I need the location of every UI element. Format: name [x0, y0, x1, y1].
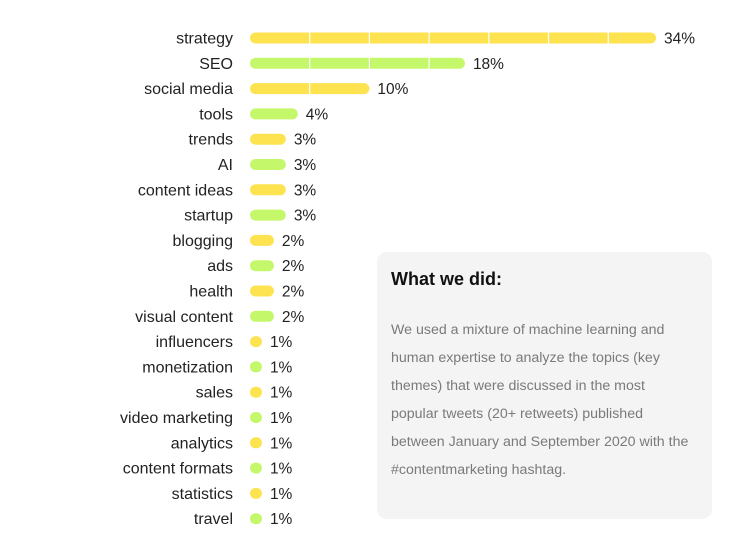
value-label-sales: 1% [270, 385, 293, 402]
value-label-strategy: 34% [664, 31, 695, 48]
bar-seo [250, 57, 465, 69]
bar-trends [250, 133, 286, 145]
category-label-seo: SEO [199, 56, 233, 73]
value-label-health: 2% [282, 284, 305, 301]
value-label-travel: 1% [270, 511, 293, 528]
category-label-sales: sales [196, 385, 233, 402]
category-label-visual-content: visual content [135, 309, 233, 326]
bar-blogging [250, 234, 274, 246]
bar-content-ideas [250, 184, 286, 196]
category-label-blogging: blogging [173, 233, 234, 250]
category-label-trends: trends [189, 132, 233, 149]
bar-analytics [250, 437, 262, 449]
value-label-ads: 2% [282, 258, 305, 275]
info-body: We used a mixture of machine learning an… [391, 322, 689, 478]
bar-content-formats [250, 462, 262, 474]
category-label-content-formats: content formats [123, 461, 233, 478]
bar-visual-content [250, 310, 274, 322]
category-label-analytics: analytics [171, 435, 233, 452]
category-label-influencers: influencers [156, 334, 233, 351]
category-label-health: health [189, 284, 233, 301]
category-label-tools: tools [199, 106, 233, 123]
category-label-statistics: statistics [172, 486, 233, 503]
value-label-tools: 4% [306, 106, 329, 123]
category-label-startup: startup [184, 208, 233, 225]
bar-monetization [250, 361, 262, 373]
bar-startup [250, 209, 286, 221]
info-card: What we did: We used a mixture of machin… [377, 252, 712, 519]
value-label-content-ideas: 3% [294, 182, 317, 199]
value-label-analytics: 1% [270, 435, 293, 452]
value-label-influencers: 1% [270, 334, 293, 351]
bar-ai [250, 159, 286, 170]
bar-influencers [250, 336, 262, 348]
bar-statistics [250, 487, 262, 499]
category-label-monetization: monetization [142, 359, 233, 376]
value-label-blogging: 2% [282, 233, 305, 250]
value-label-trends: 3% [294, 132, 317, 149]
value-label-video-marketing: 1% [270, 410, 293, 427]
category-label-strategy: strategy [176, 31, 233, 48]
bar-strategy [250, 32, 656, 44]
category-label-video-marketing: video marketing [120, 410, 233, 427]
info-heading: What we did: [391, 269, 502, 289]
category-label-ads: ads [207, 258, 233, 275]
value-label-statistics: 1% [270, 486, 293, 503]
category-label-content-ideas: content ideas [138, 182, 233, 199]
value-label-monetization: 1% [270, 359, 293, 376]
value-label-social-media: 10% [377, 81, 408, 98]
value-label-seo: 18% [473, 56, 504, 73]
bar-video-marketing [250, 412, 262, 423]
value-label-startup: 3% [294, 208, 317, 225]
value-label-ai: 3% [294, 157, 317, 174]
bar-ads [250, 260, 274, 272]
bar-travel [250, 513, 262, 525]
category-label-travel: travel [194, 511, 233, 528]
category-label-ai: AI [218, 157, 233, 174]
category-label-social-media: social media [144, 81, 233, 98]
value-label-visual-content: 2% [282, 309, 305, 326]
bar-tools [250, 108, 298, 120]
value-label-content-formats: 1% [270, 461, 293, 478]
bar-sales [250, 386, 262, 398]
bar-health [250, 285, 274, 297]
